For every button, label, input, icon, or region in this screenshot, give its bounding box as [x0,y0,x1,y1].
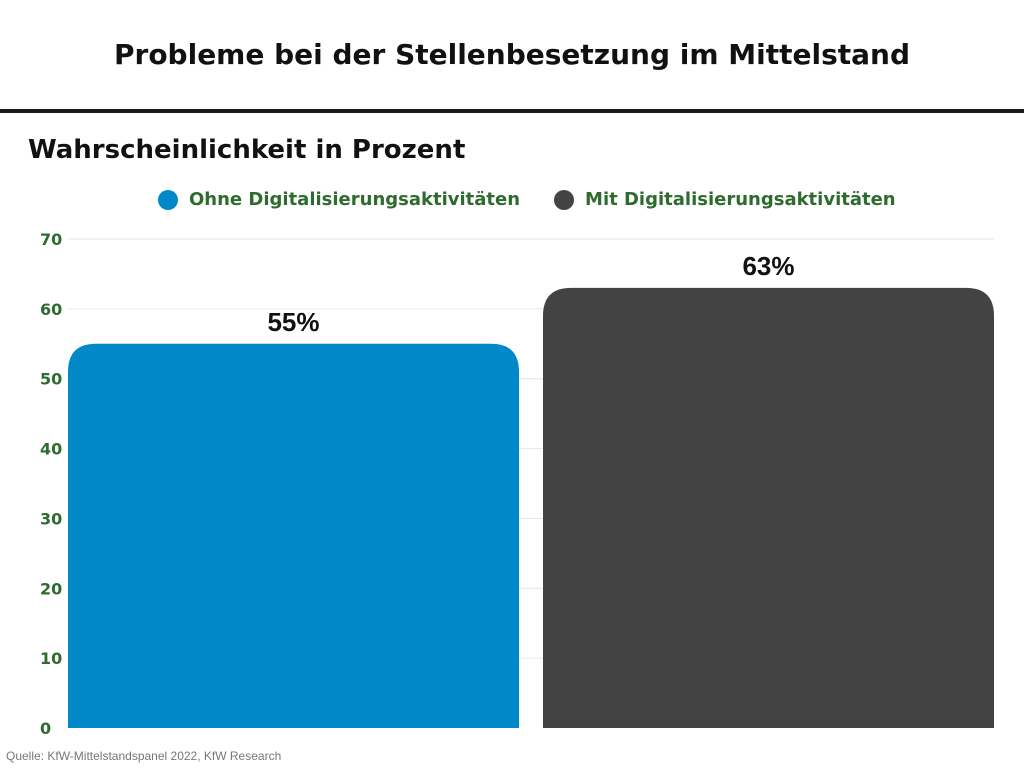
y-tick-label: 20 [40,579,62,598]
y-tick-label: 30 [40,509,62,528]
legend-dot-mit [554,189,575,210]
data-label-ohne: 55% [267,307,319,337]
data-label-mit: 63% [742,251,794,281]
y-tick-label: 50 [40,370,62,389]
chart-subtitle: Wahrscheinlichkeit in Prozent [28,135,466,165]
y-tick-label: 70 [40,230,62,249]
y-tick-label: 10 [40,649,62,668]
title-divider [0,109,1024,113]
legend-dot-ohne [158,189,178,210]
chart-title: Probleme bei der Stellenbesetzung im Mit… [113,38,911,71]
legend-label-ohne: Ohne Digitalisierungsaktivitäten [189,189,521,210]
legend: Ohne Digitalisierungsaktivitäten Mit Dig… [158,189,930,210]
bar-mit [543,287,994,728]
legend-item-mit: Mit Digitalisierungsaktivitäten [554,189,896,210]
source-note: Quelle: KfW-Mittelstandspanel 2022, KfW … [6,749,282,763]
legend-item-ohne: Ohne Digitalisierungsaktivitäten [158,189,520,210]
y-tick-label: 60 [40,300,62,319]
y-tick-label: 0 [40,719,51,738]
legend-label-mit: Mit Digitalisierungsaktivitäten [585,189,896,210]
bar-ohne [68,343,519,728]
y-tick-label: 40 [40,440,62,459]
